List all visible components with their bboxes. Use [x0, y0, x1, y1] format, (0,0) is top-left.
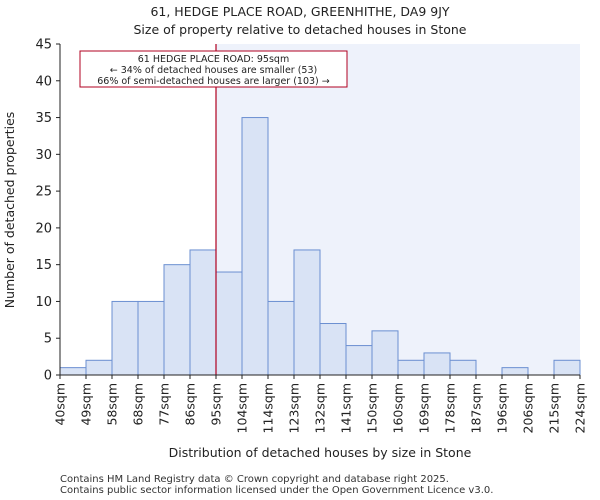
annotation-line-3: 66% of semi-detached houses are larger (…	[97, 76, 330, 87]
y-tick-label: 40	[35, 74, 52, 89]
x-tick-label: 150sqm	[365, 383, 380, 433]
x-tick-label: 224sqm	[573, 383, 588, 433]
y-tick-label: 0	[44, 369, 52, 384]
y-tick-label: 30	[35, 148, 52, 163]
x-tick-label: 196sqm	[495, 383, 510, 433]
x-tick-label: 187sqm	[469, 383, 484, 433]
y-tick-label: 35	[35, 111, 52, 126]
histogram-bar	[423, 352, 451, 376]
chart-title: 61, HEDGE PLACE ROAD, GREENHITHE, DA9 9J…	[150, 4, 450, 19]
histogram-bar	[163, 264, 191, 376]
y-tick-label: 45	[35, 38, 52, 53]
histogram-bar	[241, 117, 269, 376]
histogram-bar	[397, 359, 425, 376]
histogram-bar	[345, 345, 373, 376]
y-tick-label: 25	[35, 185, 52, 200]
histogram-bar	[293, 249, 321, 376]
x-tick-label: 160sqm	[391, 383, 406, 433]
x-tick-label: 169sqm	[417, 383, 432, 433]
histogram-chart: 0 5 10 15 20 25 30 35 40 45 40sqm 49sqm 58sqm 68sqm 7…	[2, 38, 588, 461]
histogram-bar	[449, 359, 477, 376]
x-tick-label: 49sqm	[79, 383, 94, 426]
histogram-bar	[137, 300, 165, 376]
annotation-box: 61 HEDGE PLACE ROAD: 95sqm ← 34% of deta…	[79, 50, 348, 88]
x-axis-label: Distribution of detached houses by size …	[169, 445, 472, 460]
x-tick-label: 123sqm	[287, 383, 302, 433]
y-tick-label: 10	[35, 295, 52, 310]
x-tick-label: 68sqm	[131, 383, 146, 426]
x-tick-label: 95sqm	[209, 383, 224, 426]
y-tick-label: 5	[44, 332, 52, 347]
x-tick-label: 104sqm	[235, 383, 250, 433]
histogram-bar	[59, 367, 87, 376]
y-axis-label: Number of detached properties	[2, 112, 17, 309]
x-tick-label: 77sqm	[157, 383, 172, 426]
histogram-bar	[553, 359, 581, 376]
histogram-bar	[215, 271, 243, 376]
x-tick-label: 141sqm	[339, 383, 354, 433]
x-tick-label: 206sqm	[521, 383, 536, 433]
histogram-bar	[267, 300, 295, 376]
histogram-bar	[319, 323, 347, 376]
chart-subtitle: Size of property relative to detached ho…	[133, 22, 467, 37]
y-tick-label: 15	[35, 258, 52, 273]
footer-licence: Contains public sector information licen…	[60, 485, 494, 496]
footer-copyright: Contains HM Land Registry data © Crown c…	[60, 474, 449, 485]
x-tick-label: 40sqm	[53, 383, 68, 426]
annotation-line-1: 61 HEDGE PLACE ROAD: 95sqm	[138, 54, 289, 65]
x-tick-label: 215sqm	[547, 383, 562, 433]
histogram-bar	[501, 367, 529, 376]
histogram-bar	[189, 249, 217, 376]
annotation-line-2: ← 34% of detached houses are smaller (53…	[110, 65, 317, 76]
y-tick-label: 20	[35, 221, 52, 236]
histogram-bar	[371, 330, 399, 376]
x-tick-label: 178sqm	[443, 383, 458, 433]
x-tick-label: 132sqm	[313, 383, 328, 433]
x-tick-label: 114sqm	[261, 383, 276, 433]
histogram-bar	[85, 359, 113, 376]
x-tick-label: 86sqm	[183, 383, 198, 426]
histogram-bar	[111, 300, 139, 376]
x-tick-label: 58sqm	[105, 383, 120, 426]
